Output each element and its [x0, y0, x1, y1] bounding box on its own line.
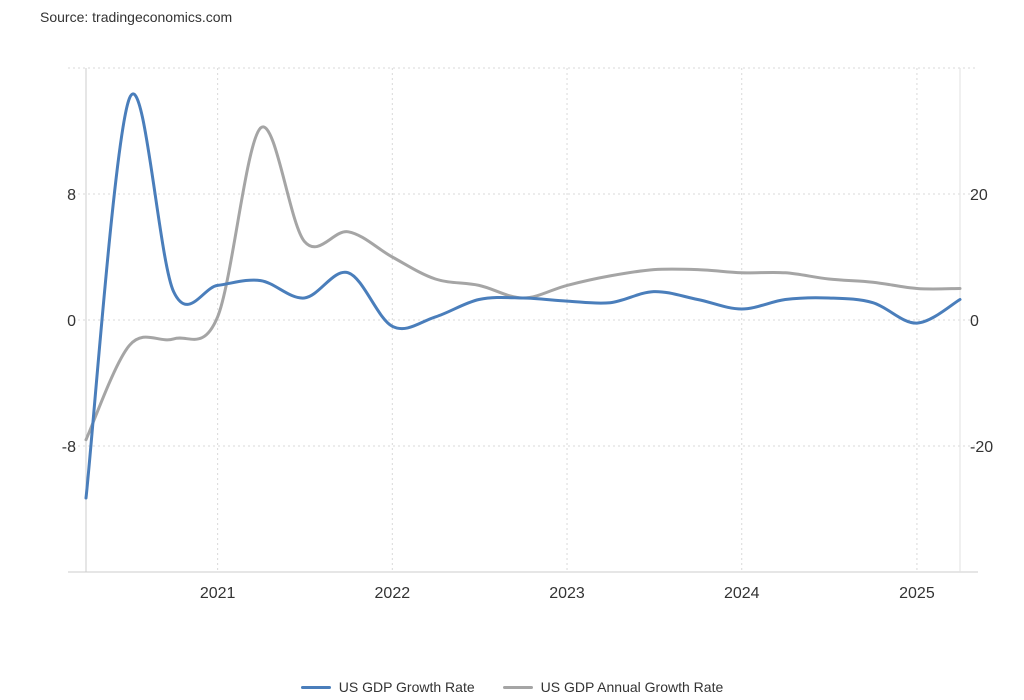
right-tick-label-2: -20 [970, 439, 993, 456]
left-tick-label-2: -8 [62, 439, 76, 456]
x-tick-label-2023: 2023 [549, 585, 585, 602]
legend-swatch-gdp-growth [300, 685, 331, 689]
legend: US GDP Growth Rate US GDP Annual Growth … [0, 677, 1024, 697]
x-tick-label-2021: 2021 [200, 585, 236, 602]
legend-item-gdp-growth[interactable]: US GDP Growth Rate [300, 679, 475, 695]
legend-swatch-gdp-annual [502, 685, 533, 689]
left-tick-label-1: 0 [67, 313, 76, 330]
series-layer [84, 92, 962, 500]
legend-label-gdp-growth: US GDP Growth Rate [338, 679, 475, 695]
series-line-gdp-growth [84, 92, 962, 500]
source-label: Source: tradingeconomics.com [40, 9, 233, 25]
legend-item-gdp-annual[interactable]: US GDP Annual Growth Rate [502, 679, 724, 695]
series-line-gdp-annual [84, 125, 962, 442]
tick-labels: 2021 2022 2023 2024 2025 8 0 -8 20 0 -20 [62, 187, 993, 602]
grid [68, 67, 978, 572]
x-tick-label-2022: 2022 [375, 585, 411, 602]
x-tick-label-2025: 2025 [899, 585, 935, 602]
right-tick-label-0: 20 [970, 187, 988, 204]
right-tick-label-1: 0 [970, 313, 979, 330]
line-chart: 2021 2022 2023 2024 2025 8 0 -8 20 0 -20 [62, 67, 993, 602]
legend-label-gdp-annual: US GDP Annual Growth Rate [540, 679, 724, 695]
x-tick-label-2024: 2024 [724, 585, 760, 602]
left-tick-label-0: 8 [67, 187, 76, 204]
